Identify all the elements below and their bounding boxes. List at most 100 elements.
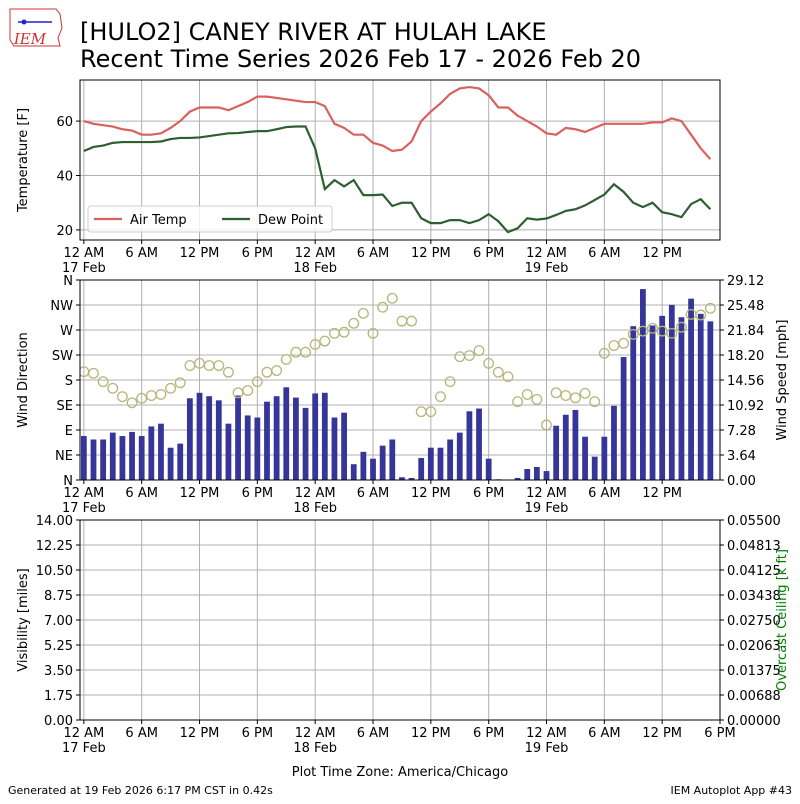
bar	[697, 313, 704, 480]
point	[695, 309, 707, 321]
x-tick-label: 12 AM 18 Feb	[293, 726, 337, 756]
x-axis-label: Plot Time Zone: America/Chicago	[292, 765, 508, 780]
bar	[601, 436, 608, 480]
bar	[437, 447, 444, 480]
y-tick-label: 60	[56, 115, 73, 130]
bar	[582, 436, 588, 480]
x-tick-label: 6 AM	[125, 726, 158, 741]
axes-frame	[79, 79, 721, 241]
footer-left: Generated at 19 Feb 2026 6:17 PM CST in …	[8, 784, 273, 797]
y2-tick-label: 7.28	[727, 424, 756, 439]
y2-tick-label: 18.20	[727, 349, 764, 364]
y2-tick-label: 0.02750	[727, 614, 781, 629]
bar	[649, 325, 656, 480]
point	[541, 419, 552, 431]
x-tick-label: 6 AM	[357, 726, 390, 741]
x-tick-label: 12 AM 19 Feb	[525, 246, 569, 276]
point	[213, 360, 225, 372]
bar	[620, 357, 627, 480]
y2-tick-label: 10.92	[727, 399, 764, 414]
x-tick-label: 6 PM	[704, 726, 735, 741]
point	[415, 406, 427, 418]
bar	[158, 423, 164, 480]
point	[675, 321, 687, 333]
x-tick-label: 6 AM	[125, 246, 158, 261]
x-tick-label: 6 PM	[473, 726, 504, 741]
data-line	[83, 85, 712, 160]
point	[145, 390, 157, 402]
point	[521, 388, 533, 400]
bar	[302, 407, 309, 480]
bar	[447, 439, 454, 480]
x-tick-label: 6 AM	[357, 486, 390, 501]
bar	[370, 458, 376, 480]
bar	[678, 317, 685, 480]
y-tick-label: 8.75	[44, 589, 73, 604]
bar	[331, 417, 338, 480]
x-tick-label: 12 AM 18 Feb	[293, 486, 337, 516]
bar	[264, 401, 270, 480]
x-tick-label: 12 AM 18 Feb	[293, 246, 337, 276]
y2-tick-label: 0.04813	[727, 539, 781, 554]
point	[618, 337, 630, 349]
y-tick-label: 40	[56, 170, 73, 185]
x-tick-label: 12 PM	[180, 486, 220, 501]
bar	[341, 412, 347, 480]
x-tick-label: 12 PM	[411, 246, 451, 261]
y-tick-label: SW	[52, 349, 73, 364]
bar	[524, 469, 531, 480]
point	[300, 346, 311, 358]
point	[107, 382, 119, 394]
bar	[321, 392, 328, 480]
x-tick-label: 12 PM	[642, 726, 682, 741]
point	[261, 366, 273, 378]
bar	[100, 439, 107, 480]
bar	[456, 432, 463, 480]
y2-tick-label: 14.56	[727, 374, 764, 389]
point	[126, 397, 138, 409]
bar	[572, 409, 579, 480]
bar	[514, 477, 521, 480]
point	[88, 367, 99, 379]
x-tick-label: 12 AM 17 Feb	[62, 486, 106, 516]
x-tick-label: 12 PM	[642, 246, 682, 261]
y2-tick-label: 0.01375	[727, 664, 781, 679]
y-axis-label: Wind Direction	[16, 332, 31, 428]
y-tick-label: N	[63, 274, 73, 289]
y2-tick-label: 0.00	[727, 474, 756, 489]
point	[627, 328, 639, 340]
data-line	[83, 125, 712, 234]
bar	[293, 397, 299, 480]
x-tick-label: 6 AM	[125, 486, 158, 501]
point	[271, 365, 283, 377]
point	[338, 326, 350, 338]
point	[637, 325, 649, 337]
y-tick-label: S	[65, 374, 73, 389]
point	[174, 377, 186, 389]
point	[290, 346, 302, 358]
y-tick-label: 3.50	[44, 664, 73, 679]
bar	[350, 464, 357, 480]
y-tick-label: N	[63, 474, 73, 489]
legend-label: Air Temp	[130, 213, 187, 228]
point	[435, 391, 446, 403]
y-tick-label: 20	[56, 224, 73, 239]
title-line-2: Recent Time Series 2026 Feb 17 - 2026 Fe…	[80, 45, 641, 73]
point	[473, 345, 485, 357]
bar	[109, 432, 116, 480]
point	[425, 406, 437, 418]
bar	[186, 398, 193, 480]
y-tick-label: 7.00	[44, 614, 73, 629]
point	[589, 396, 601, 408]
x-tick-label: 6 AM	[357, 246, 390, 261]
point	[531, 393, 543, 405]
bar	[533, 466, 540, 480]
y-tick-label: E	[65, 424, 73, 439]
point	[492, 366, 504, 378]
axes-frame	[79, 279, 721, 481]
point	[319, 335, 331, 347]
y2-tick-label: 3.64	[727, 449, 756, 464]
x-tick-label: 6 AM	[588, 726, 621, 741]
bar	[206, 396, 213, 480]
